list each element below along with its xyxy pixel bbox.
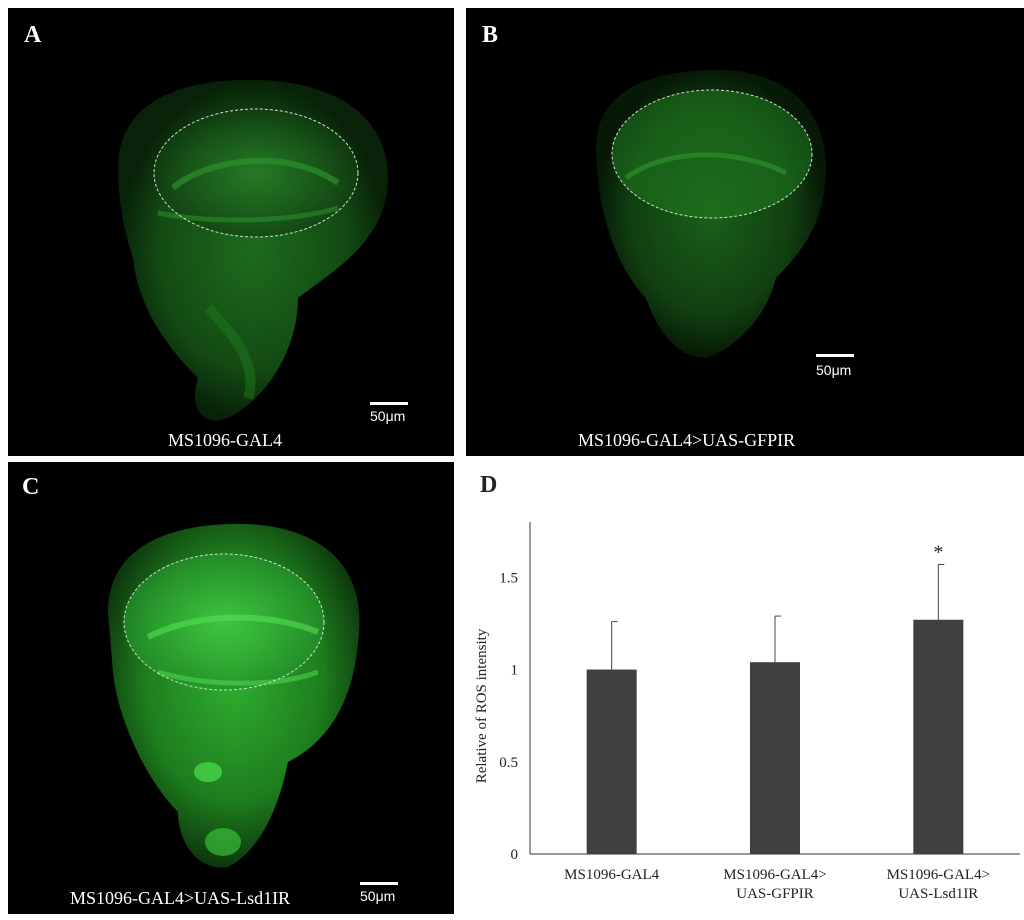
- caption-a: MS1096-GAL4: [168, 430, 283, 450]
- scale-bar-c: [360, 882, 398, 885]
- micrograph-panel-a: A 50μm MS1096-GAL4: [8, 8, 454, 456]
- scale-bar-b: [816, 354, 854, 357]
- region-outline-c: [123, 553, 325, 691]
- region-outline-a: [153, 108, 359, 238]
- wing-disc-image-b: [596, 69, 826, 358]
- region-outline-b: [611, 89, 813, 219]
- caption-c: MS1096-GAL4>UAS-Lsd1IR: [70, 888, 291, 908]
- wing-disc-image-a: [118, 79, 388, 421]
- y-tick-label: 1: [511, 663, 519, 679]
- y-tick-label: 1.5: [499, 570, 518, 586]
- scale-text-c: 50μm: [360, 888, 396, 904]
- x-tick-label: MS1096-GAL4>: [887, 867, 990, 883]
- micrograph-panel-c: C 50μm MS1096-GAL4>UAS-Lsd1IR: [8, 462, 454, 914]
- panel-label-d: D: [480, 472, 498, 498]
- micrograph-panel-b: B 50μm MS1096-GAL4>UAS-GFPIR: [466, 8, 1024, 456]
- scale-text-b: 50μm: [816, 362, 852, 378]
- scale-text-a: 50μm: [370, 408, 406, 424]
- x-tick-label: UAS-GFPIR: [736, 886, 814, 902]
- x-tick-label: MS1096-GAL4>: [723, 867, 826, 883]
- panel-label-c: C: [22, 474, 40, 500]
- bar: [750, 662, 800, 854]
- x-tick-label: UAS-Lsd1IR: [898, 886, 978, 902]
- wing-disc-image-c: [108, 523, 360, 868]
- ros-bar-chart: 0 0.5 1 1.5 Relative of ROS intensity MS1096-…: [474, 522, 1020, 902]
- significance-marker: *: [933, 541, 943, 563]
- bar: [586, 669, 637, 854]
- panel-label-b: B: [482, 22, 499, 48]
- bar: [913, 619, 964, 854]
- y-tick-label: 0.5: [499, 755, 518, 771]
- scale-bar-a: [370, 402, 408, 405]
- chart-panel-d: D 0 0.5 1 1.5 Relative of ROS intensity MS109…: [460, 462, 1024, 920]
- y-axis-label: Relative of ROS intensity: [474, 628, 490, 783]
- y-tick-label: 0: [511, 847, 519, 863]
- caption-b: MS1096-GAL4>UAS-GFPIR: [578, 430, 796, 450]
- x-tick-label: MS1096-GAL4: [564, 867, 660, 883]
- panel-label-a: A: [24, 22, 42, 48]
